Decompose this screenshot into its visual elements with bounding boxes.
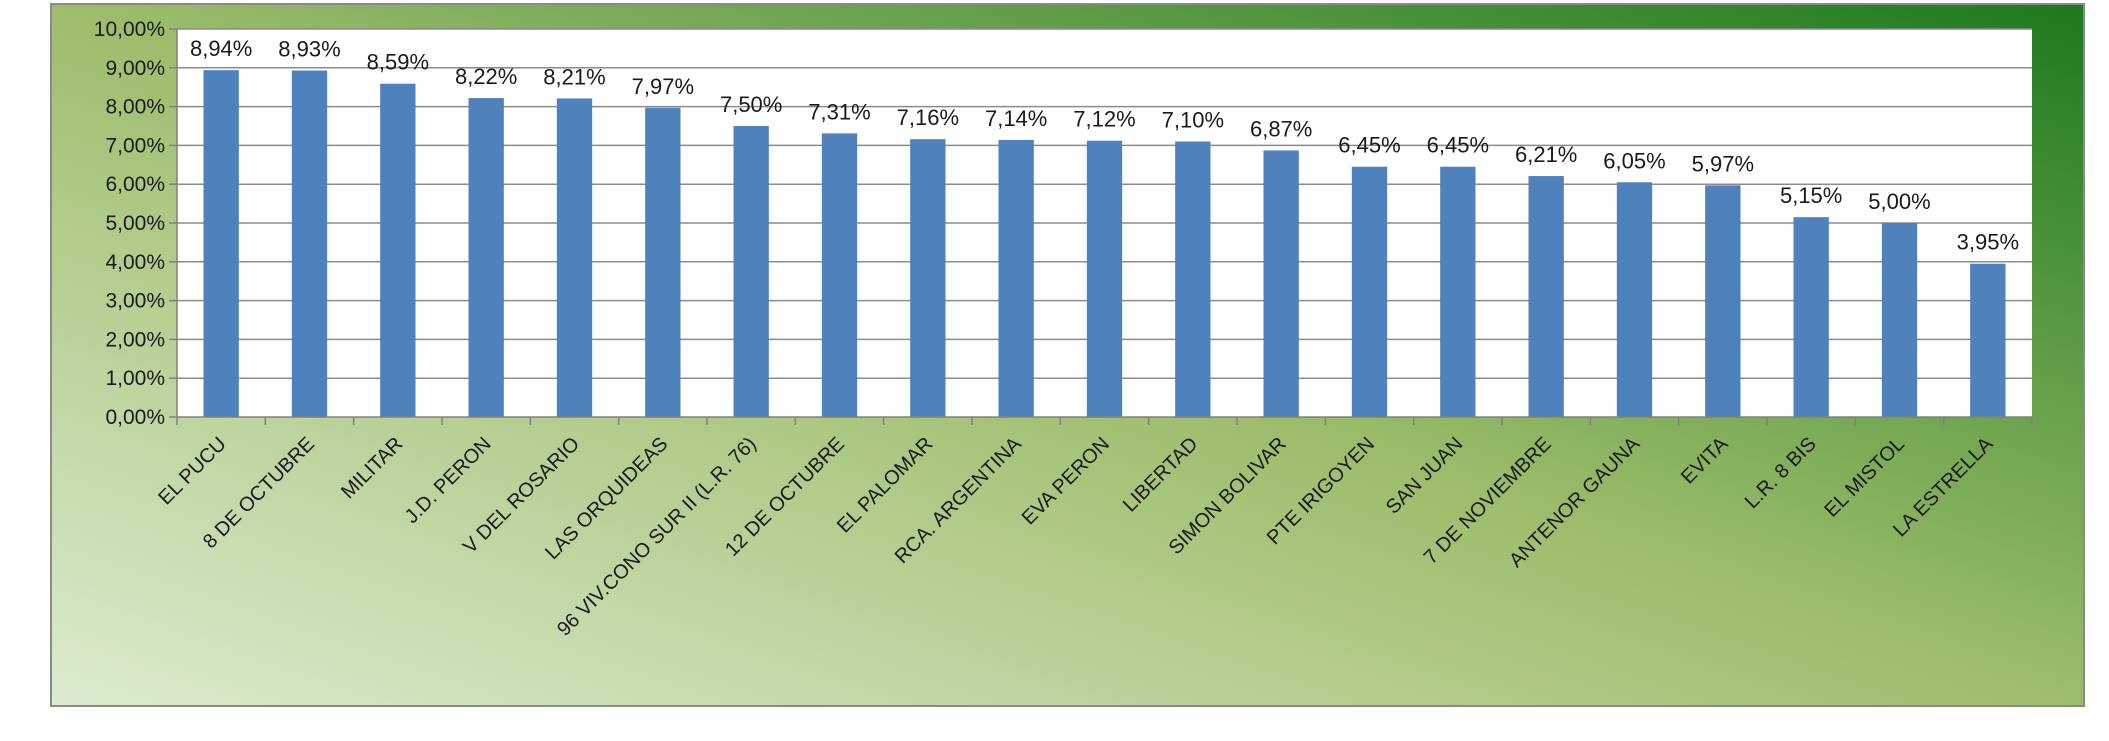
bars <box>203 70 2006 418</box>
y-tick-label: 0,00% <box>105 406 165 429</box>
data-label: 7,50% <box>720 92 782 117</box>
data-label: 7,10% <box>1162 108 1224 133</box>
bar <box>1616 182 1653 417</box>
y-tick-label: 9,00% <box>105 57 165 80</box>
data-label: 6,45% <box>1427 133 1489 158</box>
bar <box>1705 185 1741 417</box>
y-tick-label: 6,00% <box>105 173 165 196</box>
data-label: 7,14% <box>985 106 1047 131</box>
data-label: 8,21% <box>543 64 605 89</box>
data-label: 7,31% <box>808 99 870 124</box>
y-tick-label: 2,00% <box>105 328 165 351</box>
data-label: 7,97% <box>632 74 694 99</box>
bar <box>468 98 504 418</box>
data-labels: 8,94% 8,93% 8,59% 8,22% 8,21% 7,97% 7,50% 7,31%… <box>190 36 2019 255</box>
chart-area: 8,94% 8,93% 8,59% 8,22% 8,21% 7,97% 7,50% 7,31%… <box>50 3 2085 707</box>
data-label: 6,21% <box>1515 142 1577 167</box>
data-label: 3,95% <box>1957 230 2019 255</box>
bar <box>1351 166 1388 417</box>
bar <box>556 98 593 418</box>
y-tick-label: 8,00% <box>105 96 165 119</box>
bar <box>291 70 328 418</box>
data-label: 7,12% <box>1073 107 1135 132</box>
bar <box>821 133 858 417</box>
data-label: 8,94% <box>190 36 252 61</box>
y-tick-label: 3,00% <box>105 290 165 313</box>
data-label: 5,15% <box>1780 183 1842 208</box>
y-tick-label: 5,00% <box>105 212 165 235</box>
bar <box>1881 223 1918 417</box>
axes <box>169 28 2033 425</box>
data-label: 6,87% <box>1250 116 1312 141</box>
bar <box>203 70 239 418</box>
bar <box>1175 141 1211 417</box>
data-label: 6,05% <box>1603 148 1665 173</box>
data-label: 7,16% <box>897 105 959 130</box>
bar-chart: 8,94% 8,93% 8,59% 8,22% 8,21% 7,97% 7,50% 7,31%… <box>52 5 2083 705</box>
data-label: 6,45% <box>1338 133 1400 158</box>
bar <box>1970 263 2006 417</box>
bar <box>1086 140 1123 417</box>
data-label: 5,00% <box>1868 189 1930 214</box>
bar <box>1793 217 1829 417</box>
bar <box>1440 166 1476 417</box>
bar <box>1528 176 1564 417</box>
data-label: 5,97% <box>1692 151 1754 176</box>
bar <box>910 139 946 417</box>
y-tick-label: 1,00% <box>105 367 165 390</box>
y-tick-label: 7,00% <box>105 134 165 157</box>
y-axis-tick-labels: 0,00% 1,00% 2,00% 3,00% 4,00% 5,00% 6,00% 7,00%… <box>94 18 165 429</box>
bar <box>1263 150 1299 417</box>
data-label: 8,59% <box>367 50 429 75</box>
y-tick-label: 10,00% <box>94 18 165 41</box>
bar <box>645 107 681 417</box>
bar <box>998 139 1034 417</box>
data-label: 8,93% <box>278 37 340 62</box>
data-label: 8,22% <box>455 64 517 89</box>
y-tick-label: 4,00% <box>105 251 165 274</box>
bar <box>380 83 416 417</box>
bar <box>733 126 769 417</box>
